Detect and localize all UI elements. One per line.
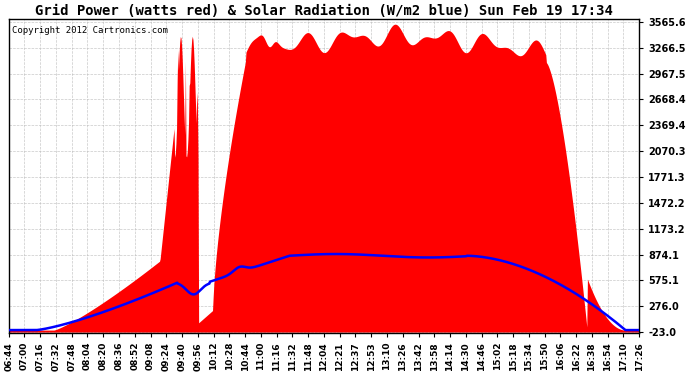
Text: Copyright 2012 Cartronics.com: Copyright 2012 Cartronics.com bbox=[12, 26, 168, 34]
Title: Grid Power (watts red) & Solar Radiation (W/m2 blue) Sun Feb 19 17:34: Grid Power (watts red) & Solar Radiation… bbox=[35, 4, 613, 18]
